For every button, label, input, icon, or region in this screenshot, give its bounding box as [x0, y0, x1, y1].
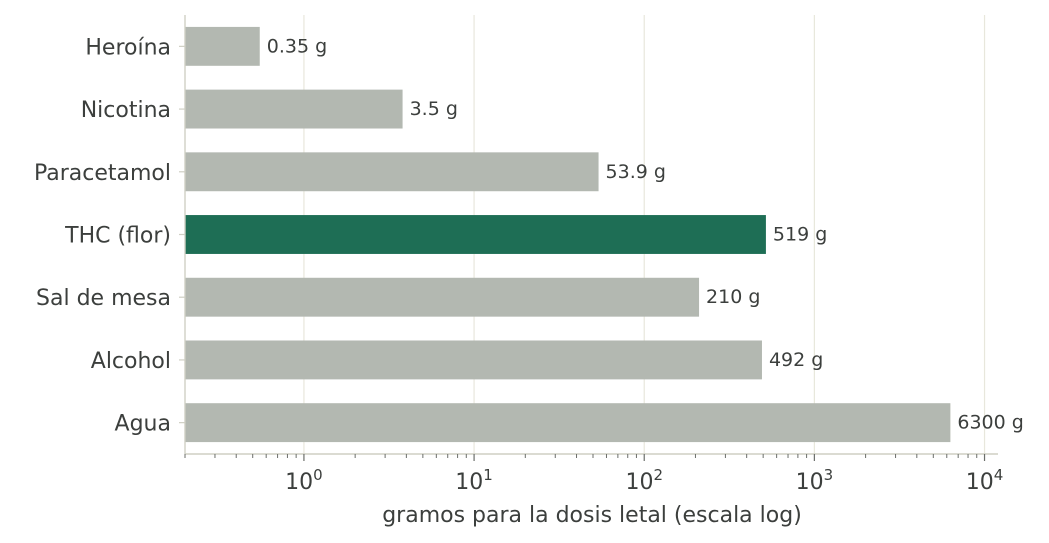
labels: Heroína 0.35 g Nicotina 3.5 g Paracetamol 53.… [34, 35, 1024, 495]
value-label: 210 g [706, 286, 760, 308]
bar [185, 403, 951, 443]
value-label: 53.9 g [606, 161, 666, 183]
category-label: Alcohol [91, 349, 171, 374]
bar [185, 89, 403, 129]
x-tick-label: 102 [625, 466, 663, 495]
x-axis-title: gramos para la dosis letal (escala log) [382, 503, 802, 528]
axes [179, 15, 998, 461]
bar [185, 277, 700, 317]
value-label: 3.5 g [410, 98, 458, 120]
category-label: Agua [115, 412, 171, 437]
category-label: Heroína [85, 35, 171, 60]
category-label: THC (flor) [64, 224, 171, 249]
bar [185, 152, 599, 192]
x-tick-label: 101 [455, 466, 493, 495]
bar [185, 26, 260, 66]
bars [185, 26, 951, 443]
value-label: 6300 g [957, 412, 1023, 434]
category-label: Paracetamol [34, 161, 171, 186]
x-tick-label: 103 [796, 466, 834, 495]
bar [185, 340, 762, 380]
value-label: 492 g [769, 349, 823, 371]
category-label: Nicotina [81, 98, 171, 123]
x-tick-label: 100 [285, 466, 323, 495]
x-tick-label: 104 [966, 466, 1004, 495]
value-label: 0.35 g [267, 35, 327, 57]
category-label: Sal de mesa [36, 286, 171, 311]
value-label: 519 g [773, 224, 827, 246]
bar [185, 215, 766, 254]
